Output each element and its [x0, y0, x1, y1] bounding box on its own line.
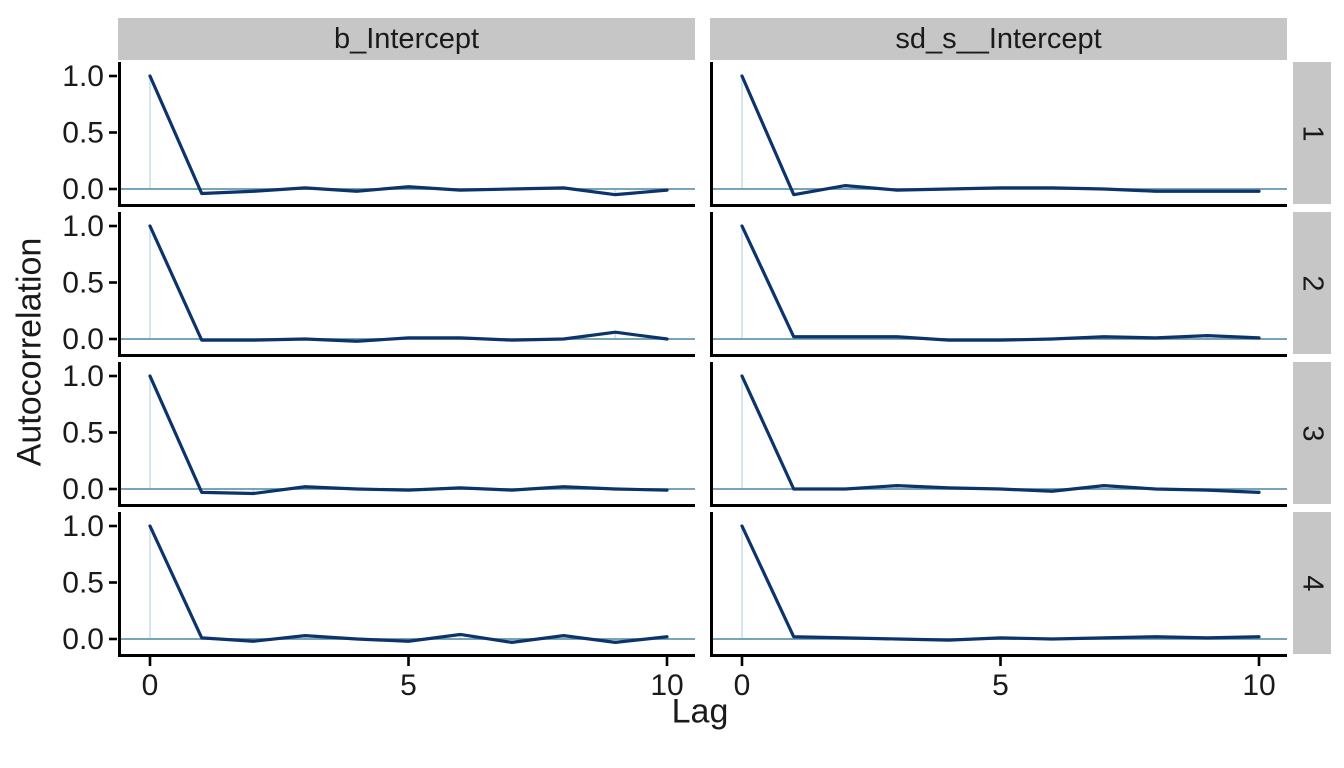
- facet-column-strip-b-intercept: b_Intercept: [118, 18, 695, 60]
- facet-row-strip-chain-3: 3: [1293, 362, 1331, 504]
- x-tick-label: 0: [142, 669, 159, 702]
- facet-row-label: 1: [1296, 124, 1329, 142]
- acf-line: [148, 74, 669, 197]
- facet-row-label: 2: [1296, 274, 1329, 292]
- x-tick-label: 0: [734, 669, 751, 702]
- y-tick-label: 1.0: [62, 60, 104, 93]
- x-tick-label: 10: [650, 669, 683, 702]
- y-tick-label: 0.5: [62, 567, 104, 600]
- x-tick-label: 5: [992, 669, 1009, 702]
- y-tick-label: 0.0: [62, 623, 104, 656]
- facet-row-strip-chain-1: 1: [1293, 62, 1331, 204]
- y-tick-label: 0.5: [62, 417, 104, 450]
- acf-line: [740, 374, 1261, 494]
- y-tick-label: 0.5: [62, 267, 104, 300]
- facet-row-label: 4: [1296, 574, 1329, 592]
- x-axis-title: Lag: [671, 692, 729, 731]
- y-tick-label: 1.0: [62, 210, 104, 243]
- facet-column-strip-sd-s-intercept: sd_s__Intercept: [710, 18, 1287, 60]
- facet-row-label: 3: [1296, 424, 1329, 442]
- acf-line: [740, 524, 1261, 642]
- y-tick-label: 0.0: [62, 473, 104, 506]
- y-tick-label: 1.0: [62, 360, 104, 393]
- y-tick-label: 1.0: [62, 510, 104, 543]
- acf-line: [148, 524, 669, 644]
- facet-row-strip-chain-4: 4: [1293, 512, 1331, 654]
- acf-line: [740, 74, 1261, 197]
- x-tick-label: 5: [400, 669, 417, 702]
- x-tick-label: 10: [1242, 669, 1275, 702]
- y-tick-label: 0.5: [62, 117, 104, 150]
- y-tick-label: 0.0: [62, 323, 104, 356]
- acf-line: [740, 224, 1261, 342]
- y-tick-label: 0.0: [62, 173, 104, 206]
- y-axis-title: Autocorrelation: [10, 237, 49, 467]
- acf-line: [148, 374, 669, 496]
- facet-row-strip-chain-2: 2: [1293, 212, 1331, 354]
- acf-line: [148, 224, 669, 343]
